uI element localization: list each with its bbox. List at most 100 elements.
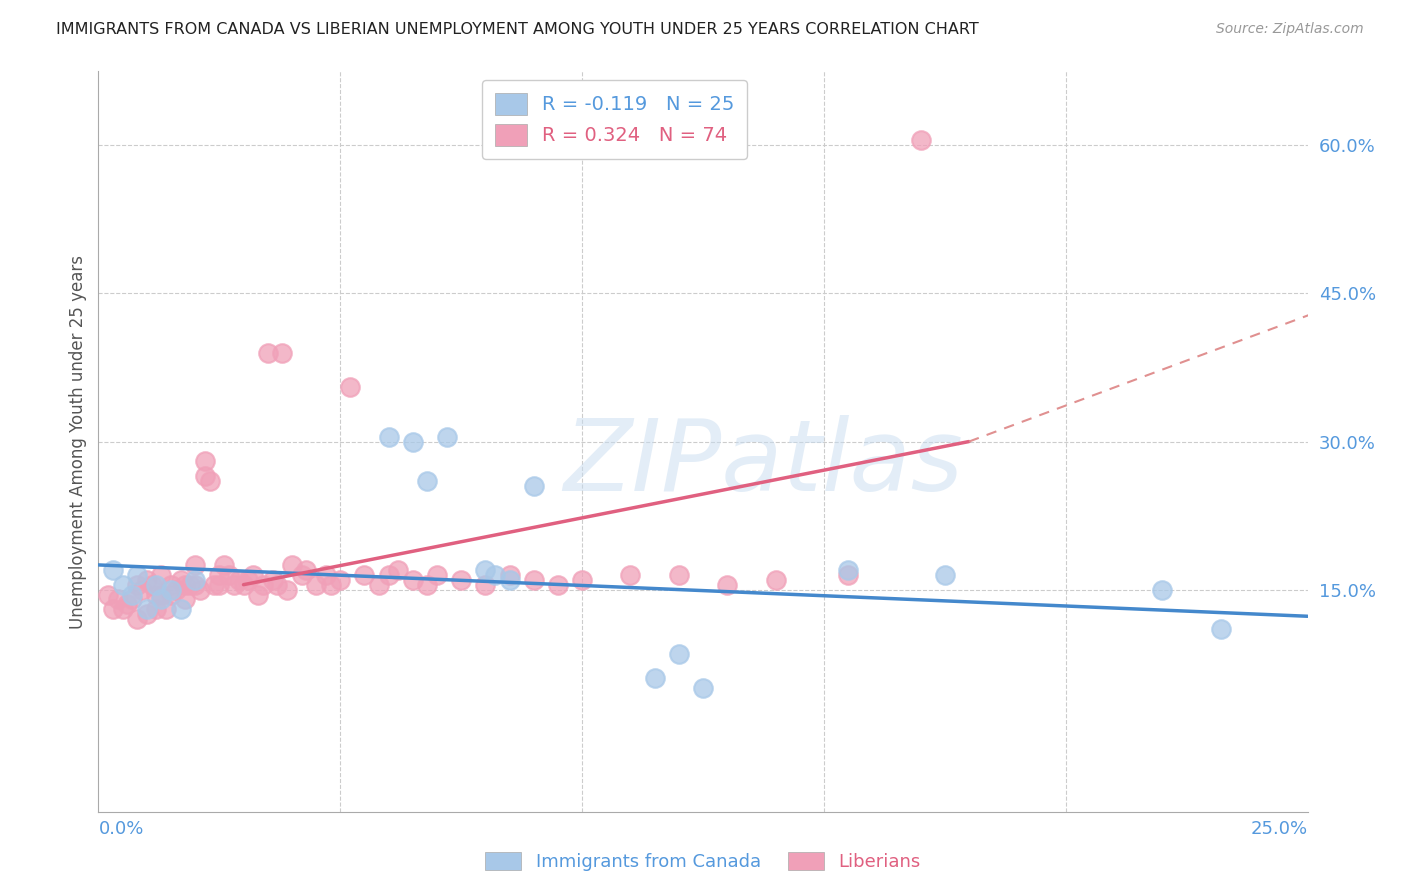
Point bbox=[668, 647, 690, 661]
Point bbox=[290, 567, 312, 582]
Point bbox=[247, 588, 270, 602]
Point bbox=[668, 567, 690, 582]
Point bbox=[619, 567, 641, 582]
Point bbox=[281, 558, 304, 572]
Point bbox=[160, 577, 183, 591]
Point bbox=[204, 577, 226, 591]
Point bbox=[416, 577, 439, 591]
Point bbox=[692, 681, 714, 696]
Point bbox=[256, 345, 278, 359]
Point bbox=[266, 577, 288, 591]
Point bbox=[402, 573, 425, 587]
Point bbox=[498, 567, 520, 582]
Point bbox=[523, 573, 546, 587]
Point bbox=[377, 567, 399, 582]
Point bbox=[315, 567, 337, 582]
Point bbox=[127, 577, 149, 591]
Point bbox=[127, 567, 149, 582]
Point bbox=[218, 567, 240, 582]
Text: IMMIGRANTS FROM CANADA VS LIBERIAN UNEMPLOYMENT AMONG YOUTH UNDER 25 YEARS CORRE: IMMIGRANTS FROM CANADA VS LIBERIAN UNEMP… bbox=[56, 22, 979, 37]
Point bbox=[910, 133, 932, 147]
Point bbox=[402, 434, 425, 449]
Point bbox=[436, 429, 458, 443]
Point bbox=[934, 567, 956, 582]
Point bbox=[571, 573, 593, 587]
Text: 0.0%: 0.0% bbox=[98, 820, 143, 838]
Point bbox=[127, 612, 149, 626]
Point bbox=[498, 573, 520, 587]
Point bbox=[319, 577, 342, 591]
Point bbox=[212, 558, 235, 572]
Point bbox=[150, 588, 173, 602]
Text: ZIPatlas: ZIPatlas bbox=[564, 416, 963, 512]
Point bbox=[150, 567, 173, 582]
Point bbox=[160, 588, 183, 602]
Point bbox=[194, 469, 217, 483]
Y-axis label: Unemployment Among Youth under 25 years: Unemployment Among Youth under 25 years bbox=[69, 254, 87, 629]
Point bbox=[111, 577, 134, 591]
Point bbox=[135, 573, 157, 587]
Point bbox=[368, 577, 391, 591]
Point bbox=[474, 577, 496, 591]
Point bbox=[101, 602, 124, 616]
Point bbox=[198, 474, 221, 488]
Point bbox=[305, 577, 328, 591]
Point bbox=[252, 577, 274, 591]
Point bbox=[135, 607, 157, 622]
Point bbox=[145, 588, 167, 602]
Point bbox=[716, 577, 738, 591]
Point bbox=[169, 602, 191, 616]
Point bbox=[1152, 582, 1174, 597]
Point bbox=[135, 602, 157, 616]
Text: 25.0%: 25.0% bbox=[1250, 820, 1308, 838]
Legend: R = -0.119   N = 25, R = 0.324   N = 74: R = -0.119 N = 25, R = 0.324 N = 74 bbox=[482, 80, 747, 159]
Point bbox=[242, 567, 264, 582]
Point bbox=[426, 567, 449, 582]
Point bbox=[329, 573, 352, 587]
Point bbox=[765, 573, 787, 587]
Point bbox=[228, 573, 250, 587]
Point bbox=[547, 577, 569, 591]
Point bbox=[150, 592, 173, 607]
Point bbox=[184, 558, 207, 572]
Point bbox=[295, 563, 318, 577]
Point bbox=[188, 582, 211, 597]
Point bbox=[145, 577, 167, 591]
Text: Source: ZipAtlas.com: Source: ZipAtlas.com bbox=[1216, 22, 1364, 37]
Point bbox=[184, 573, 207, 587]
Point bbox=[377, 429, 399, 443]
Point bbox=[145, 602, 167, 616]
Point bbox=[194, 454, 217, 468]
Point bbox=[121, 588, 143, 602]
Point bbox=[523, 479, 546, 493]
Point bbox=[117, 598, 139, 612]
Point bbox=[837, 567, 859, 582]
Point bbox=[416, 474, 439, 488]
Point bbox=[165, 582, 187, 597]
Point bbox=[174, 592, 197, 607]
Point bbox=[484, 567, 506, 582]
Point bbox=[232, 577, 254, 591]
Legend: Immigrants from Canada, Liberians: Immigrants from Canada, Liberians bbox=[478, 845, 928, 879]
Point bbox=[644, 672, 666, 686]
Point bbox=[155, 602, 177, 616]
Point bbox=[111, 602, 134, 616]
Point bbox=[222, 577, 245, 591]
Point bbox=[131, 582, 153, 597]
Point bbox=[387, 563, 409, 577]
Point bbox=[271, 345, 294, 359]
Point bbox=[97, 588, 120, 602]
Point bbox=[208, 577, 231, 591]
Point bbox=[276, 582, 298, 597]
Point bbox=[160, 582, 183, 597]
Point bbox=[208, 567, 231, 582]
Point bbox=[1209, 622, 1232, 636]
Point bbox=[353, 567, 375, 582]
Point bbox=[262, 573, 284, 587]
Point bbox=[169, 573, 191, 587]
Point bbox=[121, 592, 143, 607]
Point bbox=[107, 592, 129, 607]
Point bbox=[339, 380, 361, 394]
Point bbox=[184, 577, 207, 591]
Point bbox=[179, 577, 201, 591]
